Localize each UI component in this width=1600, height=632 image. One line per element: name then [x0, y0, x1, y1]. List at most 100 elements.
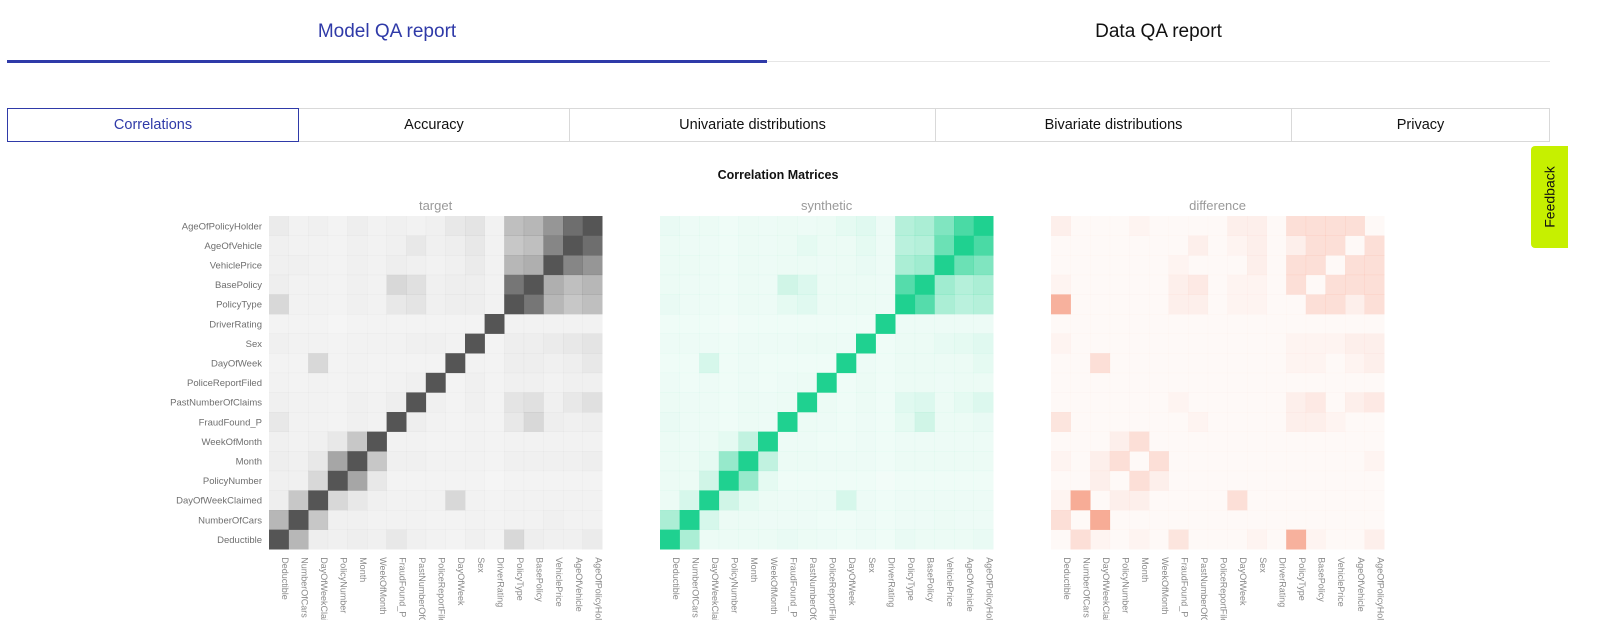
heatmap-cell [406, 372, 427, 393]
tab-model-qa-report[interactable]: Model QA report [317, 20, 457, 42]
heatmap-cell [445, 470, 466, 491]
heatmap-cell [425, 451, 446, 472]
heatmap-difference: difference Deductible NumberOfCars DayOfWee… [1051, 198, 1385, 620]
column-label: DayOfWeek [847, 557, 857, 606]
heatmap-cell [1090, 431, 1111, 452]
heatmap-cell [288, 294, 309, 315]
heatmap-cell [269, 412, 289, 432]
heatmap-cell [738, 274, 759, 295]
heatmap-cell [1325, 510, 1346, 530]
heatmap-cell [1207, 431, 1228, 452]
heatmap-cell [797, 235, 818, 256]
row-label: Sex [246, 339, 263, 350]
heatmap-cell [1345, 412, 1365, 432]
heatmap-cell [582, 235, 603, 256]
heatmap-cell [543, 470, 564, 491]
heatmap-cell [875, 490, 896, 511]
heatmap-cell [954, 451, 974, 472]
heatmap-cell [1129, 529, 1150, 550]
tab-data-qa-report[interactable]: Data QA report [1095, 20, 1222, 42]
heatmap-cell [1090, 510, 1111, 530]
heatmap-cell [895, 333, 916, 354]
heatmap-cell [1286, 372, 1307, 393]
heatmap-cell [660, 392, 680, 413]
heatmap-cell [836, 274, 857, 295]
heatmap-cell [465, 333, 485, 354]
heatmap-cell [269, 235, 289, 256]
heatmap-cell [1090, 216, 1111, 236]
heatmap-cell [660, 294, 680, 315]
heatmap-cell [973, 274, 994, 295]
heatmap-cell [699, 255, 720, 276]
heatmap-cell [327, 431, 348, 452]
heatmap-cell [484, 372, 505, 393]
heatmap-cell [523, 470, 544, 491]
heatmap-cell [425, 372, 446, 393]
heatmap-cell [914, 294, 935, 315]
heatmap-cell [836, 451, 857, 472]
heatmap-cell [1305, 412, 1326, 432]
tab-accuracy[interactable]: Accuracy [298, 108, 570, 142]
heatmap-cell [1207, 490, 1228, 511]
heatmap-cell [660, 216, 680, 236]
heatmap-cell [367, 412, 387, 432]
heatmap-cell [406, 470, 427, 491]
heatmap-cell [954, 274, 974, 295]
heatmap-cell [1070, 255, 1091, 276]
tab-univariate-distributions[interactable]: Univariate distributions [569, 108, 936, 142]
heatmap-cell [738, 294, 759, 315]
heatmap-cell [1227, 294, 1248, 315]
heatmap-cell [1286, 353, 1307, 374]
heatmap-cell [1188, 451, 1209, 472]
tab-privacy[interactable]: Privacy [1291, 108, 1550, 142]
heatmap-cell [836, 333, 857, 354]
tabs-divider [7, 61, 1550, 62]
heatmap-cell [269, 490, 289, 511]
heatmap-cell [1325, 255, 1346, 276]
row-label: NumberOfCars [198, 515, 262, 526]
heatmap-cell [465, 255, 485, 276]
heatmap-cell [1247, 255, 1267, 276]
heatmap-cell [582, 412, 603, 432]
heatmap-cell [1305, 372, 1326, 393]
heatmap-cell [856, 392, 876, 413]
tab-bivariate-distributions[interactable]: Bivariate distributions [935, 108, 1292, 142]
heatmap-cell [465, 392, 485, 413]
heatmap-cell [406, 255, 427, 276]
heatmap-cell [308, 372, 329, 393]
heatmap-cell [875, 372, 896, 393]
heatmap-cell [445, 529, 466, 550]
tab-correlations[interactable]: Correlations [7, 108, 299, 142]
heatmap-cell [718, 274, 739, 295]
heatmap-cell [1129, 235, 1150, 256]
heatmap-cell [327, 294, 348, 315]
heatmap-cell [1070, 274, 1091, 295]
heatmap-cell [738, 255, 759, 276]
heatmap-cell [1364, 255, 1385, 276]
column-label: FraudFound_P [1179, 557, 1189, 617]
heatmap-cell [288, 372, 309, 393]
heatmap-cell [1286, 451, 1307, 472]
heatmap-cell [386, 216, 407, 236]
heatmap-cell [777, 490, 798, 511]
heatmap-cell [1188, 235, 1209, 256]
heatmap-cell [777, 333, 798, 354]
heatmap-cell [699, 333, 720, 354]
heatmap-cell [1325, 372, 1346, 393]
column-label: PolicyNumber [339, 557, 349, 613]
row-label: DayOfWeek [211, 359, 262, 370]
heatmap-cell [1051, 529, 1071, 550]
heatmap-cell [347, 255, 368, 276]
heatmap-cell [308, 510, 329, 530]
feedback-button[interactable]: Feedback [1531, 146, 1568, 248]
heatmap-cell [934, 490, 955, 511]
heatmap-cell [895, 235, 916, 256]
heatmap-cell [1168, 314, 1189, 334]
heatmap-cell [1364, 412, 1385, 432]
heatmap-cell [1168, 235, 1189, 256]
heatmap-cell [1149, 510, 1169, 530]
heatmap-cell [660, 255, 680, 276]
heatmap-cell [914, 412, 935, 432]
heatmap-cell [1129, 294, 1150, 315]
heatmap-cell [1286, 314, 1307, 334]
